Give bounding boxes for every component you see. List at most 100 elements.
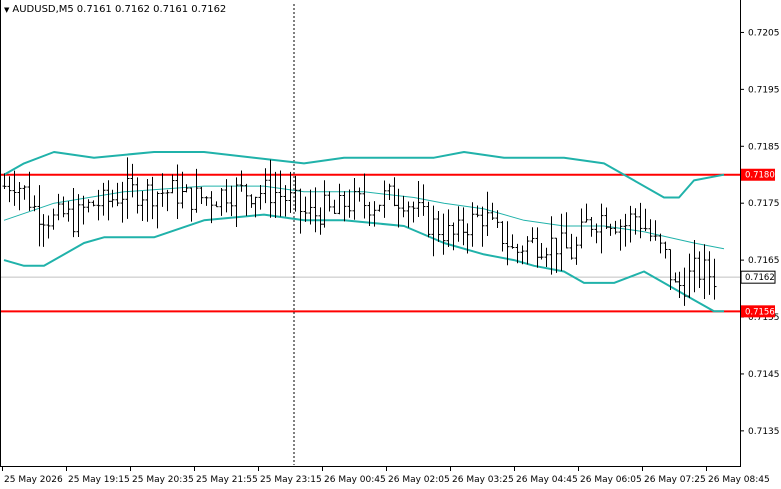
candles[interactable]	[2, 157, 717, 306]
candle[interactable]	[623, 213, 628, 247]
candle[interactable]	[628, 205, 633, 243]
candle[interactable]	[673, 272, 678, 283]
candle[interactable]	[396, 188, 401, 228]
candle[interactable]	[574, 236, 579, 265]
candle[interactable]	[549, 216, 554, 275]
candle[interactable]	[155, 191, 160, 229]
candle[interactable]	[37, 185, 42, 247]
candle[interactable]	[653, 220, 658, 241]
candle[interactable]	[599, 203, 604, 254]
candle[interactable]	[76, 194, 81, 238]
candle[interactable]	[61, 196, 66, 218]
candle[interactable]	[604, 207, 609, 229]
candle[interactable]	[377, 204, 382, 212]
candle[interactable]	[125, 157, 130, 219]
candle[interactable]	[658, 233, 663, 254]
candle[interactable]	[613, 220, 618, 235]
bollinger-upper-band[interactable]	[3, 151, 725, 199]
candle[interactable]	[32, 195, 37, 212]
candle[interactable]	[2, 173, 7, 190]
candle[interactable]	[564, 212, 569, 249]
candle[interactable]	[56, 193, 61, 221]
candle[interactable]	[461, 207, 466, 246]
candle[interactable]	[170, 174, 175, 194]
candle[interactable]	[263, 168, 268, 204]
candle[interactable]	[51, 208, 56, 230]
candle[interactable]	[268, 159, 273, 218]
candle[interactable]	[707, 251, 712, 295]
candle[interactable]	[382, 180, 387, 218]
candle[interactable]	[638, 202, 643, 239]
candle[interactable]	[495, 210, 500, 228]
candle[interactable]	[273, 171, 278, 219]
candle[interactable]	[485, 191, 490, 237]
candle[interactable]	[194, 168, 199, 213]
candle[interactable]	[367, 201, 372, 227]
candle[interactable]	[663, 241, 668, 259]
candle[interactable]	[539, 243, 544, 260]
candle[interactable]	[184, 184, 189, 193]
candle[interactable]	[165, 189, 170, 212]
candle[interactable]	[441, 213, 446, 255]
candle[interactable]	[362, 173, 367, 219]
candle[interactable]	[668, 248, 673, 291]
candle[interactable]	[249, 194, 254, 208]
candle[interactable]	[687, 253, 692, 299]
candle[interactable]	[431, 205, 436, 257]
candle[interactable]	[436, 210, 441, 242]
candle[interactable]	[318, 207, 323, 235]
candle[interactable]	[258, 184, 263, 210]
candle[interactable]	[618, 219, 623, 251]
candle[interactable]	[66, 201, 71, 222]
candle[interactable]	[446, 209, 451, 247]
candle[interactable]	[91, 200, 96, 207]
symbol-header[interactable]: ▼ AUDUSD,M5 0.7161 0.7162 0.7161 0.7162	[4, 4, 226, 15]
candle[interactable]	[347, 189, 352, 218]
candle[interactable]	[234, 177, 239, 227]
candle[interactable]	[298, 188, 303, 234]
candle[interactable]	[224, 179, 229, 213]
candle[interactable]	[677, 271, 682, 299]
candle[interactable]	[584, 203, 589, 223]
candle[interactable]	[209, 191, 214, 224]
candle[interactable]	[214, 201, 219, 208]
candle[interactable]	[7, 176, 12, 203]
candle[interactable]	[692, 240, 697, 293]
candle[interactable]	[278, 170, 283, 217]
candle[interactable]	[12, 170, 17, 206]
candle[interactable]	[544, 247, 549, 268]
candle[interactable]	[189, 187, 194, 222]
candle[interactable]	[530, 227, 535, 244]
candle[interactable]	[239, 170, 244, 192]
candle[interactable]	[525, 236, 530, 265]
candle[interactable]	[352, 177, 357, 220]
horizontal-levels[interactable]	[0, 173, 740, 313]
candle[interactable]	[86, 199, 91, 213]
candle[interactable]	[199, 186, 204, 205]
candle[interactable]	[106, 180, 111, 221]
candle[interactable]	[594, 223, 599, 244]
candle[interactable]	[702, 244, 707, 299]
candle[interactable]	[406, 201, 411, 228]
candle[interactable]	[219, 188, 224, 216]
candle[interactable]	[27, 171, 32, 211]
candle[interactable]	[229, 185, 234, 217]
candle[interactable]	[608, 223, 613, 236]
candle[interactable]	[22, 185, 27, 200]
candle[interactable]	[342, 191, 347, 222]
candle[interactable]	[569, 233, 574, 260]
candle[interactable]	[559, 213, 564, 271]
candle[interactable]	[554, 237, 559, 273]
candle[interactable]	[322, 180, 327, 228]
candle[interactable]	[96, 189, 101, 221]
candle[interactable]	[160, 173, 165, 207]
candle[interactable]	[372, 201, 377, 227]
candle[interactable]	[313, 187, 318, 233]
candle[interactable]	[327, 191, 332, 212]
candle[interactable]	[283, 185, 288, 217]
candle[interactable]	[120, 181, 125, 223]
candle[interactable]	[579, 208, 584, 249]
candle[interactable]	[535, 227, 540, 268]
candle[interactable]	[682, 267, 687, 306]
